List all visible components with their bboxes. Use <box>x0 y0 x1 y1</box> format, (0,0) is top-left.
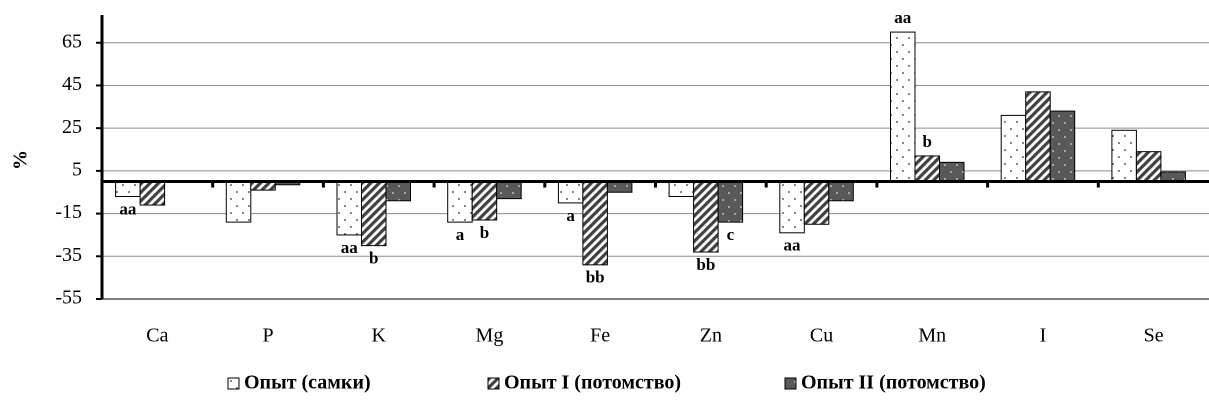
bar <box>471 181 498 221</box>
legend-swatch <box>227 377 240 390</box>
bar <box>779 181 805 234</box>
bar <box>606 181 633 193</box>
y-axis-label: % <box>10 150 32 170</box>
significance-label: aa <box>119 199 137 218</box>
bar <box>717 181 744 223</box>
x-tick-label: Cu <box>810 325 833 347</box>
x-tick-label: Mg <box>476 325 504 347</box>
legend-label: Опыт I (потомство) <box>504 372 681 394</box>
bar <box>1025 91 1051 183</box>
legend-swatch <box>487 377 500 390</box>
x-tick-label: Se <box>1144 325 1164 347</box>
bar <box>1049 110 1076 183</box>
y-tick-label: 45 <box>62 73 82 95</box>
significance-label: b <box>369 249 378 268</box>
bar <box>361 181 387 247</box>
bar <box>115 181 141 198</box>
bar <box>336 181 362 236</box>
significance-label: aa <box>341 238 359 257</box>
bar <box>139 181 166 206</box>
legend-swatch <box>784 377 797 390</box>
bar <box>1135 151 1162 183</box>
bar <box>1000 114 1027 183</box>
bar <box>447 181 473 223</box>
y-tick-label: -15 <box>55 201 82 223</box>
bar <box>828 181 854 202</box>
y-tick-label: 25 <box>62 116 82 138</box>
x-tick-label: Ca <box>146 325 168 347</box>
significance-label: b <box>480 223 489 242</box>
significance-label: a <box>456 225 465 244</box>
legend-label: Опыт II (потомство) <box>801 372 986 394</box>
bar <box>582 181 608 266</box>
significance-label: bb <box>696 255 715 274</box>
bar <box>939 161 965 183</box>
bar <box>385 181 411 202</box>
x-tick-label: K <box>372 325 387 347</box>
x-tick-label: Mn <box>918 325 946 347</box>
legend-label: Опыт (самки) <box>244 372 371 394</box>
legend-item: Опыт II (потомство) <box>784 372 986 394</box>
bar <box>693 181 719 253</box>
bar <box>890 31 916 183</box>
significance-label: aa <box>894 8 912 27</box>
bar <box>668 181 695 198</box>
x-tick-label: Zn <box>700 325 722 347</box>
significance-label: b <box>923 132 932 151</box>
y-tick-label: 5 <box>72 158 82 180</box>
legend-item: Опыт I (потомство) <box>487 372 681 394</box>
y-tick-label: -35 <box>55 244 82 266</box>
bar <box>914 155 940 183</box>
bar <box>225 181 252 223</box>
x-tick-label: Fe <box>590 325 610 347</box>
x-tick-label: I <box>1040 325 1047 347</box>
significance-label: a <box>566 206 575 225</box>
bar <box>496 181 522 200</box>
bar <box>557 181 584 204</box>
y-tick-label: 65 <box>62 30 82 52</box>
bar <box>803 181 830 225</box>
legend-item: Опыт (самки) <box>227 372 371 394</box>
significance-label: c <box>727 225 735 244</box>
significance-label: aa <box>784 236 802 255</box>
bar <box>1111 129 1137 183</box>
x-tick-label: P <box>262 325 273 347</box>
y-tick-label: -55 <box>55 287 82 309</box>
significance-label: bb <box>586 268 605 287</box>
